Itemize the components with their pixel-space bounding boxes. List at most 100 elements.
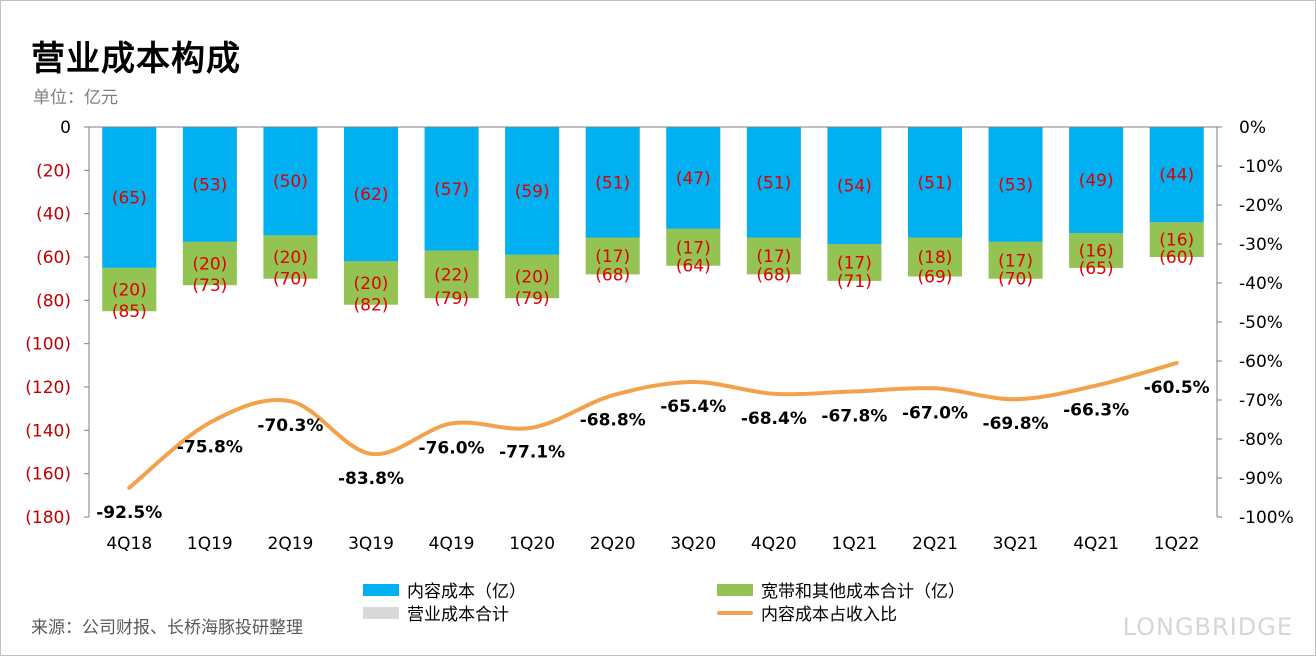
label-total-cost: (85): [112, 302, 147, 322]
legend-label-broadband-cost: 宽带和其他成本合计（亿）: [761, 582, 965, 602]
label-total-cost: (68): [756, 265, 791, 285]
bar-content-cost: [424, 127, 479, 251]
label-content-cost: (47): [676, 169, 711, 189]
y-right-tick-label: -50%: [1239, 313, 1283, 333]
bar-broadband-cost: [827, 244, 882, 281]
legend-swatch-broadband-cost: [717, 583, 753, 596]
bar-content-cost: [263, 127, 318, 236]
label-broadband-cost: (20): [515, 268, 550, 288]
label-content-cost: (54): [837, 177, 872, 197]
label-content-ratio: -69.8%: [983, 414, 1049, 434]
y-left-tick-label: (40): [36, 205, 71, 225]
unit-label: 单位：亿元: [33, 88, 118, 108]
bar-broadband-cost: [102, 267, 157, 312]
bar-content-cost: [505, 127, 560, 255]
label-content-ratio: -60.5%: [1144, 378, 1210, 398]
label-content-ratio: -70.3%: [257, 416, 323, 436]
x-tick-label: 4Q21: [1073, 534, 1119, 554]
label-broadband-cost: (17): [595, 247, 630, 267]
y-left-tick-label: (160): [25, 465, 71, 485]
y-left-tick-label: (100): [25, 335, 71, 355]
bar-content-cost: [666, 127, 721, 229]
legend-item-content-cost: 内容成本（亿）: [363, 577, 526, 602]
legend-swatch-content-ratio: [717, 610, 753, 615]
legend-swatch-total-cost: [363, 606, 399, 619]
legend-item-total-cost: 营业成本合计: [363, 600, 509, 625]
x-tick-label: 1Q19: [187, 534, 233, 554]
label-total-cost: (69): [918, 268, 953, 288]
label-total-cost: (70): [998, 270, 1033, 290]
label-content-ratio: -77.1%: [499, 443, 565, 463]
label-content-ratio: -92.5%: [96, 503, 162, 523]
label-total-cost: (60): [1159, 248, 1194, 268]
label-broadband-cost: (16): [1159, 231, 1194, 251]
y-left-tick-label: (60): [36, 248, 71, 268]
bar-broadband-cost: [988, 241, 1043, 279]
label-content-cost: (51): [756, 173, 791, 193]
label-broadband-cost: (20): [273, 248, 308, 268]
bar-content-cost: [1149, 127, 1204, 223]
x-tick-label: 3Q19: [348, 534, 394, 554]
label-total-cost: (79): [515, 289, 550, 309]
x-tick-label: 3Q21: [993, 534, 1039, 554]
bar-broadband-cost: [1149, 222, 1204, 257]
label-content-cost: (62): [354, 185, 389, 205]
bar-content-cost: [102, 127, 157, 268]
y-left-tick-label: (140): [25, 421, 71, 441]
bar-broadband-cost: [424, 250, 479, 299]
x-tick-label: 2Q19: [268, 534, 314, 554]
label-broadband-cost: (17): [676, 238, 711, 258]
bar-content-cost: [182, 127, 237, 242]
label-content-ratio: -75.8%: [177, 438, 243, 458]
label-total-cost: (64): [676, 257, 711, 277]
bar-content-cost: [1069, 127, 1124, 234]
label-content-cost: (65): [112, 188, 147, 208]
label-broadband-cost: (17): [998, 251, 1033, 271]
y-right-tick-label: -40%: [1239, 274, 1283, 294]
y-right-tick-label: -100%: [1239, 508, 1294, 528]
label-content-cost: (44): [1159, 166, 1194, 186]
x-tick-label: 2Q21: [912, 534, 958, 554]
line-content-ratio: [127, 360, 1179, 490]
y-right-tick-label: -80%: [1239, 430, 1283, 450]
y-left-tick-label: (20): [36, 161, 71, 181]
chart-title: 营业成本构成: [31, 39, 241, 79]
y-right-tick-label: -90%: [1239, 469, 1283, 489]
bar-content-cost: [908, 127, 962, 238]
label-content-cost: (50): [273, 172, 308, 192]
bar-content-cost: [827, 127, 882, 244]
y-left-tick-label: (180): [25, 508, 71, 528]
label-total-cost: (68): [595, 265, 630, 285]
y-left-tick-label: 0: [60, 118, 71, 138]
y-right-tick-label: -70%: [1239, 391, 1283, 411]
x-tick-label: 4Q20: [751, 534, 797, 554]
label-content-cost: (53): [998, 175, 1033, 195]
bar-broadband-cost: [1069, 233, 1124, 268]
bar-broadband-cost: [666, 228, 721, 266]
label-total-cost: (71): [837, 272, 872, 292]
legend-label-content-ratio: 内容成本占收入比: [761, 605, 897, 625]
x-tick-label: 1Q22: [1154, 534, 1200, 554]
bar-broadband-cost: [344, 261, 398, 305]
label-broadband-cost: (16): [1079, 242, 1114, 262]
label-content-ratio: -65.4%: [660, 397, 726, 417]
label-content-ratio: -68.4%: [741, 409, 807, 429]
label-total-cost: (65): [1079, 259, 1114, 279]
label-total-cost: (73): [192, 276, 227, 296]
watermark-logo: LONGBRIDGE: [1122, 613, 1293, 641]
chart-canvas: 0 (20) (40) (60) (80) (100) (120) (140) (160) (18…: [25, 118, 1294, 554]
y-right-tick-label: -20%: [1239, 196, 1283, 216]
label-broadband-cost: (20): [354, 274, 389, 294]
label-content-ratio: -83.8%: [338, 469, 404, 489]
label-content-ratio: -67.8%: [821, 406, 887, 426]
legend-swatch-content-cost: [363, 583, 399, 596]
label-total-cost: (82): [354, 296, 389, 316]
y-right-tick-label: -30%: [1239, 235, 1283, 255]
label-broadband-cost: (20): [192, 255, 227, 275]
source-note: 来源：公司财报、长桥海豚投研整理: [31, 618, 303, 638]
label-broadband-cost: (17): [756, 247, 791, 267]
legend-label-content-cost: 内容成本（亿）: [407, 582, 526, 602]
label-total-cost: (79): [434, 289, 469, 309]
x-tick-label: 1Q20: [509, 534, 555, 554]
